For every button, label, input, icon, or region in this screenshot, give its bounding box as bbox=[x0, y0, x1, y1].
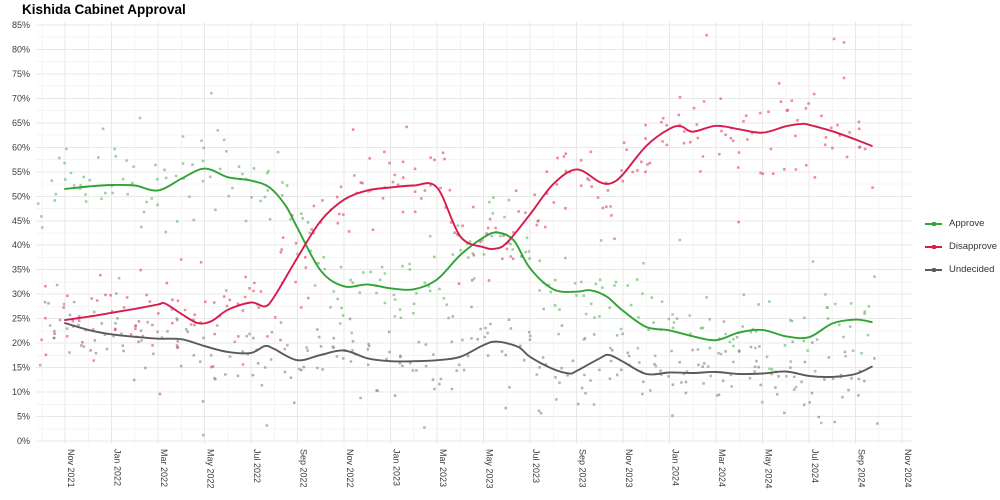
svg-text:May 2023: May 2023 bbox=[485, 449, 495, 489]
svg-text:Jan 2022: Jan 2022 bbox=[113, 449, 123, 486]
svg-text:0%: 0% bbox=[17, 436, 30, 446]
svg-text:85%: 85% bbox=[12, 20, 30, 30]
svg-text:35%: 35% bbox=[12, 265, 30, 275]
svg-text:May 2024: May 2024 bbox=[764, 449, 774, 489]
legend-label-undecided: Undecided bbox=[949, 264, 995, 275]
scatter-undecided bbox=[38, 283, 879, 437]
svg-text:Mar 2022: Mar 2022 bbox=[159, 449, 169, 487]
svg-text:60%: 60% bbox=[12, 142, 30, 152]
legend-item-disapprove: Disapprove bbox=[925, 235, 997, 258]
approve-line-key-icon bbox=[925, 220, 942, 228]
svg-text:25%: 25% bbox=[12, 314, 30, 324]
x-axis-tick-labels: Nov 2021 Jan 2022 Mar 2022 May 2022 Jul 2022… bbox=[66, 449, 913, 489]
trend-approve-line bbox=[64, 167, 873, 342]
trend-disapprove-line bbox=[64, 122, 873, 325]
legend-item-approve: Approve bbox=[925, 212, 997, 235]
svg-text:Mar 2023: Mar 2023 bbox=[438, 449, 448, 487]
svg-text:Sep 2024: Sep 2024 bbox=[857, 449, 867, 488]
svg-text:55%: 55% bbox=[12, 167, 30, 177]
legend-label-approve: Approve bbox=[949, 218, 985, 229]
svg-text:50%: 50% bbox=[12, 191, 30, 201]
legend-item-undecided: Undecided bbox=[925, 258, 997, 281]
y-axis-tick-labels: 0% 5% 10% 15% 20% 25% 30% 35% 40% 45% 50% 55% 60% 65%… bbox=[12, 20, 30, 446]
svg-text:Jan 2023: Jan 2023 bbox=[392, 449, 402, 486]
svg-text:10%: 10% bbox=[12, 387, 30, 397]
svg-text:Nov 2021: Nov 2021 bbox=[66, 449, 76, 488]
legend-label-disapprove: Disapprove bbox=[949, 241, 998, 252]
major-gridlines bbox=[36, 22, 912, 444]
svg-text:40%: 40% bbox=[12, 240, 30, 250]
svg-text:Jan 2024: Jan 2024 bbox=[671, 449, 681, 486]
legend: Approve Disapprove Undecided bbox=[925, 212, 997, 281]
svg-text:70%: 70% bbox=[12, 93, 30, 103]
svg-text:65%: 65% bbox=[12, 118, 30, 128]
svg-text:80%: 80% bbox=[12, 44, 30, 54]
svg-text:30%: 30% bbox=[12, 289, 30, 299]
svg-text:45%: 45% bbox=[12, 216, 30, 226]
svg-text:Mar 2024: Mar 2024 bbox=[717, 449, 727, 487]
svg-text:Nov 2024: Nov 2024 bbox=[903, 449, 913, 488]
svg-text:Jul 2023: Jul 2023 bbox=[531, 449, 541, 483]
svg-text:5%: 5% bbox=[17, 412, 30, 422]
svg-text:Nov 2022: Nov 2022 bbox=[345, 449, 355, 488]
svg-text:15%: 15% bbox=[12, 363, 30, 373]
chart-title: Kishida Cabinet Approval bbox=[22, 2, 186, 17]
undecided-line-key-icon bbox=[925, 266, 942, 274]
svg-text:75%: 75% bbox=[12, 69, 30, 79]
svg-text:Nov 2023: Nov 2023 bbox=[624, 449, 634, 488]
svg-text:Sep 2022: Sep 2022 bbox=[299, 449, 309, 488]
svg-text:Jul 2024: Jul 2024 bbox=[810, 449, 820, 483]
svg-text:Sep 2023: Sep 2023 bbox=[578, 449, 588, 488]
svg-text:May 2022: May 2022 bbox=[206, 449, 216, 489]
svg-text:20%: 20% bbox=[12, 338, 30, 348]
minor-gridlines bbox=[36, 22, 912, 444]
scatter-disapprove bbox=[40, 33, 874, 396]
svg-text:Jul 2022: Jul 2022 bbox=[252, 449, 262, 483]
trend-undecided-line bbox=[64, 322, 873, 378]
disapprove-line-key-icon bbox=[925, 243, 942, 251]
